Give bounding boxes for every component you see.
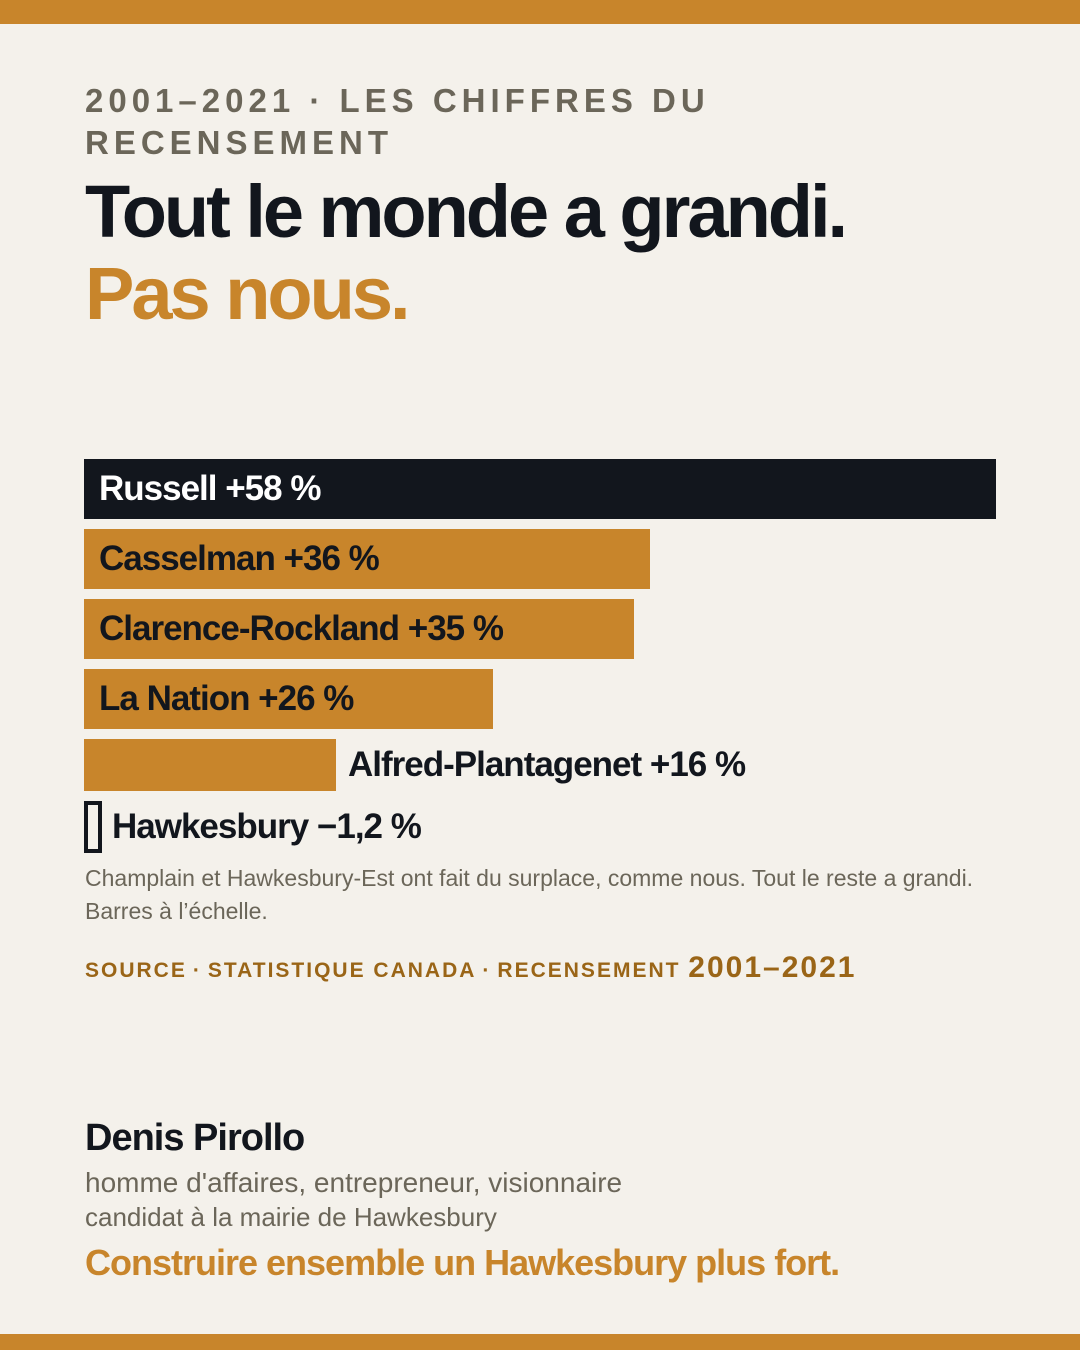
bar-label-casselman: Casselman +36 % (99, 539, 380, 578)
bar-russell (84, 459, 996, 519)
bar-label-clarence-rockland: Clarence-Rockland +35 % (99, 609, 504, 648)
bar-label-russell: Russell +58 % (99, 469, 321, 508)
bar-chart: Russell +58 % Casselman +36 % Clarence-Roc… (84, 459, 996, 859)
source-separator: · (482, 959, 492, 982)
eyebrow-title: 2001–2021 · LES CHIFFRES DU RECENSEMENT (85, 82, 710, 161)
candidate-description: homme d'affaires, entrepreneur, visionna… (85, 1167, 623, 1198)
headline-accent: Pas nous. (85, 252, 411, 335)
top-band (0, 0, 1080, 24)
campaign-slogan: Construire ensemble un Hawkesbury plus f… (85, 1242, 840, 1283)
bar-alfred-plantagenet (84, 739, 336, 791)
source-separator: · (192, 959, 202, 982)
source-line: SOURCE · STATISTIQUE CANADA · RECENSEMENT 20… (85, 950, 1025, 989)
bar-hawkesbury (84, 801, 102, 853)
bar-label-alfred-plantagenet: Alfred-Plantagenet +16 % (348, 745, 746, 784)
chart-note: Champlain et Hawkesbury-Est ont fait du … (85, 865, 974, 924)
candidate-role: candidat à la mairie de Hawkesbury (85, 1202, 497, 1232)
bar-label-la-nation: La Nation +26 % (99, 679, 354, 718)
source-label: SOURCE (85, 959, 187, 982)
bar-clarence-rockland (84, 599, 634, 659)
candidate-name: Denis Pirollo (85, 1117, 305, 1159)
bottom-band (0, 1334, 1080, 1350)
source-agency: STATISTIQUE CANADA (207, 959, 477, 982)
bar-la-nation (84, 669, 493, 729)
source-years: 2001–2021 (688, 951, 857, 984)
headline: Tout le monde a grandi. (85, 170, 848, 253)
source-census: RECENSEMENT (497, 959, 681, 982)
bar-label-hawkesbury: Hawkesbury −1,2 % (112, 807, 422, 846)
bar-casselman (84, 529, 650, 589)
